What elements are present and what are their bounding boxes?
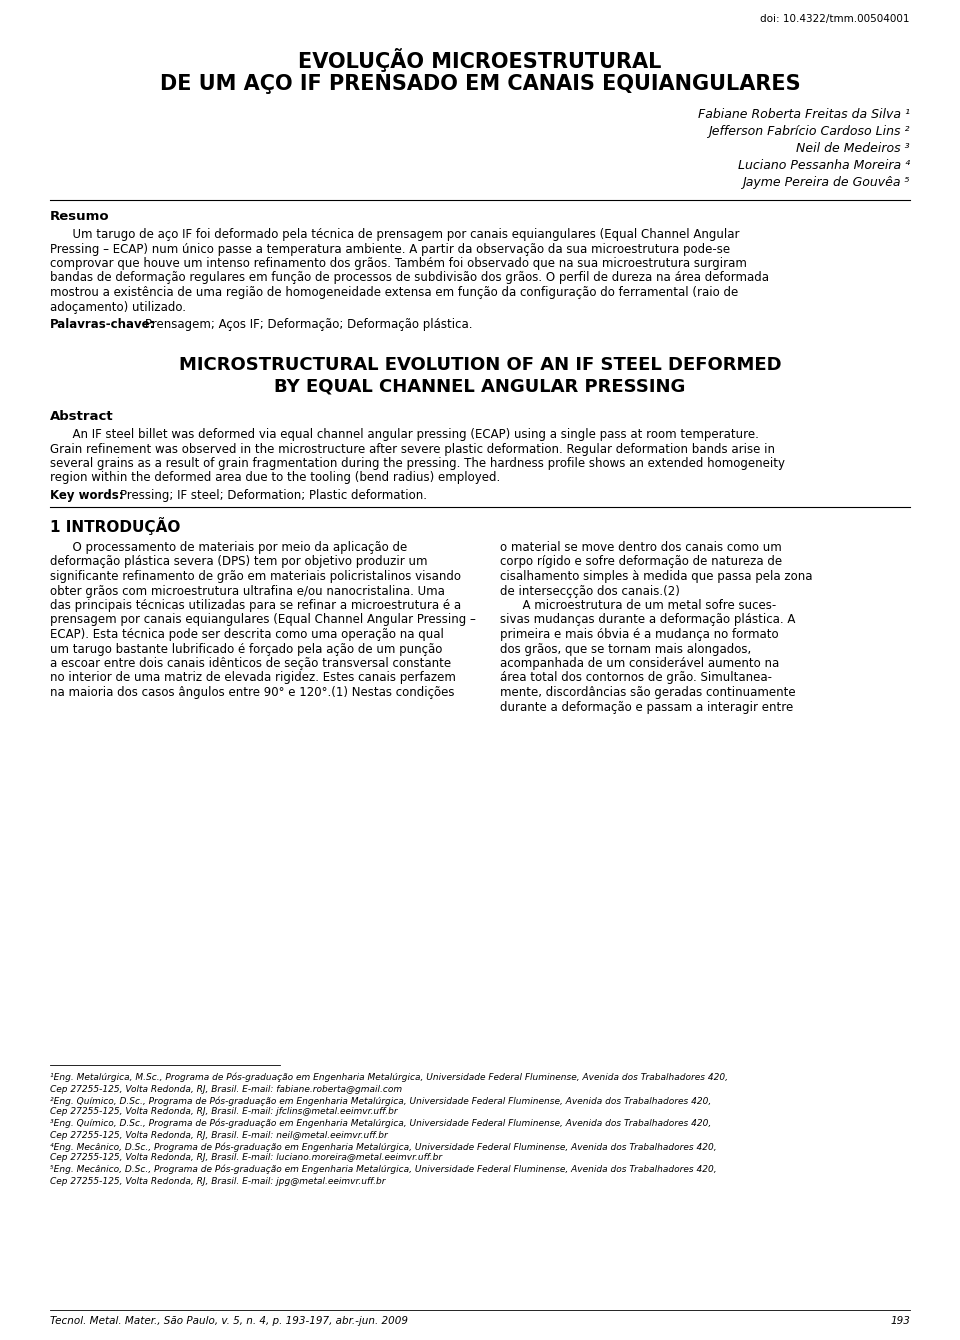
Text: prensagem por canais equiangulares (Equal Channel Angular Pressing –: prensagem por canais equiangulares (Equa… [50, 614, 476, 627]
Text: A microestrutura de um metal sofre suces-: A microestrutura de um metal sofre suces… [500, 599, 777, 612]
Text: O processamento de materiais por meio da aplicação de: O processamento de materiais por meio da… [50, 541, 407, 553]
Text: ¹Eng. Metalúrgica, M.Sc., Programa de Pós-graduação em Engenharia Metalúrgica, U: ¹Eng. Metalúrgica, M.Sc., Programa de Pó… [50, 1073, 728, 1083]
Text: MICROSTRUCTURAL EVOLUTION OF AN IF STEEL DEFORMED: MICROSTRUCTURAL EVOLUTION OF AN IF STEEL… [179, 356, 781, 374]
Text: Cep 27255-125, Volta Redonda, RJ, Brasil. E-mail: jfclins@metal.eeimvr.uff.br: Cep 27255-125, Volta Redonda, RJ, Brasil… [50, 1107, 397, 1116]
Text: 1 INTRODUÇÃO: 1 INTRODUÇÃO [50, 517, 180, 535]
Text: sivas mudanças durante a deformação plástica. A: sivas mudanças durante a deformação plás… [500, 614, 796, 627]
Text: doi: 10.4322/tmm.00504001: doi: 10.4322/tmm.00504001 [760, 13, 910, 24]
Text: a escoar entre dois canais idênticos de seção transversal constante: a escoar entre dois canais idênticos de … [50, 657, 451, 670]
Text: Neil de Medeiros ³: Neil de Medeiros ³ [797, 142, 910, 155]
Text: Pressing – ECAP) num único passe a temperatura ambiente. A partir da observação : Pressing – ECAP) num único passe a tempe… [50, 243, 731, 256]
Text: durante a deformação e passam a interagir entre: durante a deformação e passam a interagi… [500, 701, 793, 713]
Text: mente, discordâncias são geradas continuamente: mente, discordâncias são geradas continu… [500, 686, 796, 699]
Text: na maioria dos casos ângulos entre 90° e 120°.(1) Nestas condições: na maioria dos casos ângulos entre 90° e… [50, 686, 454, 699]
Text: Grain refinement was observed in the microstructure after severe plastic deforma: Grain refinement was observed in the mic… [50, 442, 775, 456]
Text: das principais técnicas utilizadas para se refinar a microestrutura é a: das principais técnicas utilizadas para … [50, 599, 461, 612]
Text: ²Eng. Químico, D.Sc., Programa de Pós-graduação em Engenharia Metalúrgica, Unive: ²Eng. Químico, D.Sc., Programa de Pós-gr… [50, 1096, 711, 1106]
Text: dos grãos, que se tornam mais alongados,: dos grãos, que se tornam mais alongados, [500, 642, 752, 655]
Text: bandas de deformação regulares em função de processos de subdivisão dos grãos. O: bandas de deformação regulares em função… [50, 272, 769, 284]
Text: mostrou a existência de uma região de homogeneidade extensa em função da configu: mostrou a existência de uma região de ho… [50, 285, 738, 299]
Text: primeira e mais óbvia é a mudança no formato: primeira e mais óbvia é a mudança no for… [500, 628, 779, 641]
Text: acompanhada de um considerável aumento na: acompanhada de um considerável aumento n… [500, 657, 780, 670]
Text: Prensagem; Aços IF; Deformação; Deformação plástica.: Prensagem; Aços IF; Deformação; Deformaç… [145, 318, 472, 331]
Text: cisalhamento simples à medida que passa pela zona: cisalhamento simples à medida que passa … [500, 570, 812, 583]
Text: region within the deformed area due to the tooling (bend radius) employed.: region within the deformed area due to t… [50, 472, 500, 485]
Text: no interior de uma matriz de elevada rigidez. Estes canais perfazem: no interior de uma matriz de elevada rig… [50, 671, 456, 685]
Text: Cep 27255-125, Volta Redonda, RJ, Brasil. E-mail: neil@metal.eeimvr.uff.br: Cep 27255-125, Volta Redonda, RJ, Brasil… [50, 1131, 388, 1139]
Text: deformação plástica severa (DPS) tem por objetivo produzir um: deformação plástica severa (DPS) tem por… [50, 556, 427, 568]
Text: ECAP). Esta técnica pode ser descrita como uma operação na qual: ECAP). Esta técnica pode ser descrita co… [50, 628, 444, 641]
Text: Abstract: Abstract [50, 410, 113, 423]
Text: o material se move dentro dos canais como um: o material se move dentro dos canais com… [500, 541, 781, 553]
Text: Cep 27255-125, Volta Redonda, RJ, Brasil. E-mail: jpg@metal.eeimvr.uff.br: Cep 27255-125, Volta Redonda, RJ, Brasil… [50, 1177, 386, 1186]
Text: ⁴Eng. Mecânico, D.Sc., Programa de Pós-graduação em Engenharia Metalúrgica, Univ: ⁴Eng. Mecânico, D.Sc., Programa de Pós-g… [50, 1142, 716, 1151]
Text: comprovar que houve um intenso refinamento dos grãos. Também foi observado que n: comprovar que houve um intenso refinamen… [50, 257, 747, 269]
Text: obter grãos com microestrutura ultrafina e/ou nanocristalina. Uma: obter grãos com microestrutura ultrafina… [50, 584, 444, 598]
Text: de intersecçção dos canais.(2): de intersecçção dos canais.(2) [500, 584, 680, 598]
Text: adoçamento) utilizado.: adoçamento) utilizado. [50, 300, 186, 314]
Text: DE UM AÇO IF PRENSADO EM CANAIS EQUIANGULARES: DE UM AÇO IF PRENSADO EM CANAIS EQUIANGU… [159, 74, 801, 94]
Text: Key words:: Key words: [50, 489, 124, 502]
Text: EVOLUÇÃO MICROESTRUTURAL: EVOLUÇÃO MICROESTRUTURAL [299, 48, 661, 72]
Text: Luciano Pessanha Moreira ⁴: Luciano Pessanha Moreira ⁴ [738, 159, 910, 172]
Text: Resumo: Resumo [50, 210, 109, 222]
Text: corpo rígido e sofre deformação de natureza de: corpo rígido e sofre deformação de natur… [500, 556, 782, 568]
Text: 193: 193 [890, 1316, 910, 1327]
Text: Cep 27255-125, Volta Redonda, RJ, Brasil. E-mail: fabiane.roberta@gmail.com: Cep 27255-125, Volta Redonda, RJ, Brasil… [50, 1084, 402, 1093]
Text: Um tarugo de aço IF foi deformado pela técnica de prensagem por canais equiangul: Um tarugo de aço IF foi deformado pela t… [50, 228, 739, 241]
Text: ³Eng. Químico, D.Sc., Programa de Pós-graduação em Engenharia Metalúrgica, Unive: ³Eng. Químico, D.Sc., Programa de Pós-gr… [50, 1119, 711, 1128]
Text: Palavras-chave:: Palavras-chave: [50, 318, 156, 331]
Text: significante refinamento de grão em materiais policristalinos visando: significante refinamento de grão em mate… [50, 570, 461, 583]
Text: Pressing; IF steel; Deformation; Plastic deformation.: Pressing; IF steel; Deformation; Plastic… [120, 489, 427, 502]
Text: área total dos contornos de grão. Simultanea-: área total dos contornos de grão. Simult… [500, 671, 772, 685]
Text: um tarugo bastante lubrificado é forçado pela ação de um punção: um tarugo bastante lubrificado é forçado… [50, 642, 443, 655]
Text: BY EQUAL CHANNEL ANGULAR PRESSING: BY EQUAL CHANNEL ANGULAR PRESSING [275, 378, 685, 397]
Text: several grains as a result of grain fragmentation during the pressing. The hardn: several grains as a result of grain frag… [50, 457, 785, 470]
Text: Fabiane Roberta Freitas da Silva ¹: Fabiane Roberta Freitas da Silva ¹ [698, 109, 910, 121]
Text: Tecnol. Metal. Mater., São Paulo, v. 5, n. 4, p. 193-197, abr.-jun. 2009: Tecnol. Metal. Mater., São Paulo, v. 5, … [50, 1316, 408, 1327]
Text: Cep 27255-125, Volta Redonda, RJ, Brasil. E-mail: luciano.moreira@metal.eeimvr.u: Cep 27255-125, Volta Redonda, RJ, Brasil… [50, 1154, 443, 1163]
Text: An IF steel billet was deformed via equal channel angular pressing (ECAP) using : An IF steel billet was deformed via equa… [50, 427, 758, 441]
Text: ⁵Eng. Mecânico, D.Sc., Programa de Pós-graduação em Engenharia Metalúrgica, Univ: ⁵Eng. Mecânico, D.Sc., Programa de Pós-g… [50, 1164, 716, 1174]
Text: Jefferson Fabrício Cardoso Lins ²: Jefferson Fabrício Cardoso Lins ² [708, 125, 910, 138]
Text: Jayme Pereira de Gouvêa ⁵: Jayme Pereira de Gouvêa ⁵ [742, 176, 910, 189]
